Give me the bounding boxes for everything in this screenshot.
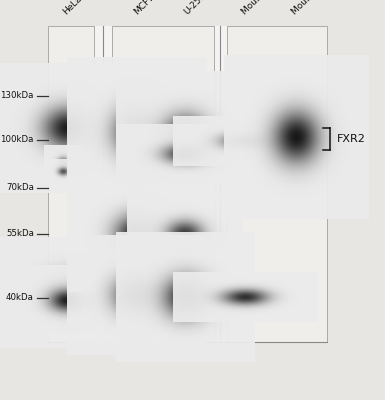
Text: 55kDa: 55kDa: [6, 230, 34, 238]
Text: Mouse liver: Mouse liver: [240, 0, 283, 16]
Text: 100kDa: 100kDa: [0, 136, 34, 144]
Text: 40kDa: 40kDa: [6, 294, 34, 302]
Bar: [48, 26, 94, 342]
Text: 70kDa: 70kDa: [6, 184, 34, 192]
Bar: [227, 26, 327, 342]
Text: MCF7: MCF7: [132, 0, 156, 16]
Text: 130kDa: 130kDa: [0, 92, 34, 100]
Bar: [112, 26, 214, 342]
Bar: [48, 26, 327, 342]
Text: FXR2: FXR2: [336, 134, 365, 144]
Text: U-251MG: U-251MG: [182, 0, 218, 16]
Text: Mouse heart: Mouse heart: [290, 0, 336, 16]
Text: HeLa: HeLa: [61, 0, 84, 16]
